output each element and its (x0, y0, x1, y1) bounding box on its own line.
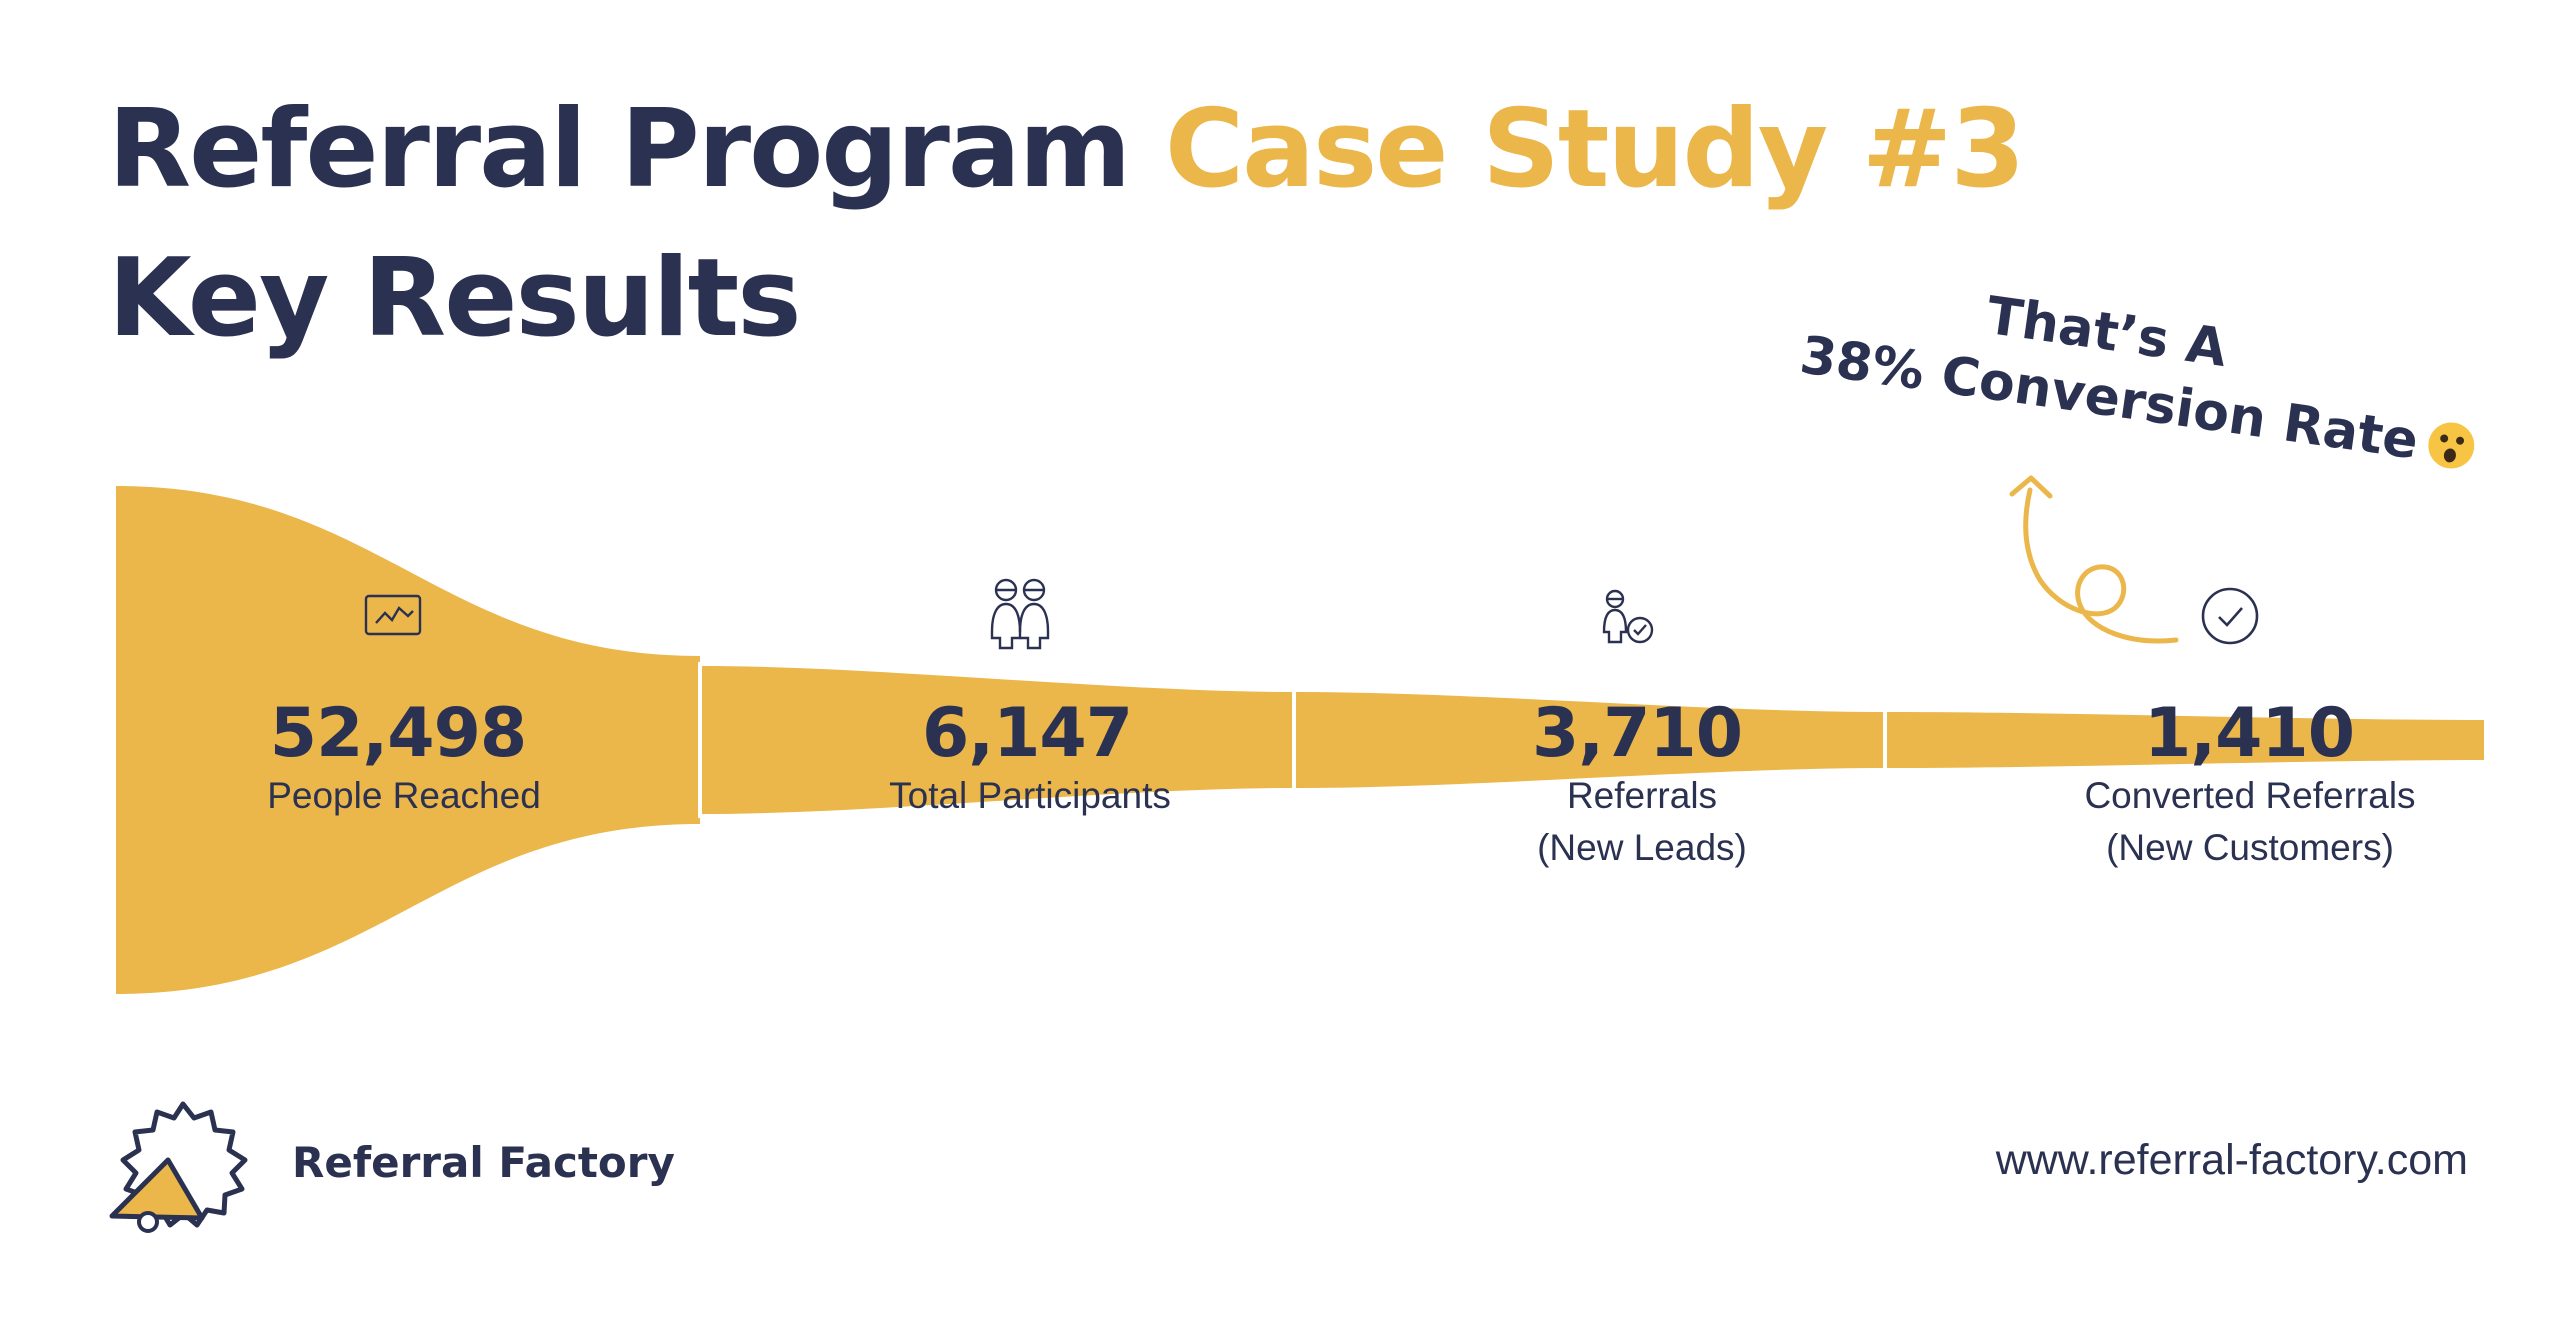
stage-label: Referrals (1567, 775, 1717, 816)
stage-label-line-2: (New Leads) (1537, 827, 1747, 868)
stage-value: 1,410 (2144, 694, 2354, 773)
conversion-callout: That’s A 38% Conversion Rate (1796, 259, 2475, 472)
brand-name: Referral Factory (292, 1138, 675, 1187)
callout-line-2: 38% Conversion Rate (1796, 323, 2475, 472)
astonished-face-icon (2428, 422, 2475, 469)
people-icon (990, 578, 1050, 650)
megaphone-gear-logo (109, 1101, 248, 1233)
curly-arrow (2023, 487, 2179, 644)
check-circle-icon (2201, 587, 2259, 645)
website-url[interactable]: www.referral-factory.com (1995, 1136, 2468, 1184)
stage-value: 52,498 (270, 694, 526, 773)
funnel-shapes (116, 486, 2484, 994)
page-subtitle: Key Results (108, 236, 802, 361)
title-accent: Case Study #3 (1164, 87, 2026, 212)
funnel-dividers (698, 662, 1887, 818)
stage-value: 3,710 (1532, 694, 1742, 773)
person-check-icon (1602, 589, 1654, 644)
stage-label-line-2: (New Customers) (2106, 827, 2394, 868)
funnel-segment (116, 486, 700, 994)
funnel-segment (1294, 692, 1885, 788)
page-title: Referral Program Case Study #3 (108, 96, 2025, 204)
stage-label: Total Participants (889, 775, 1171, 816)
stage-label: People Reached (267, 775, 541, 816)
curly-arrow-head (2009, 475, 2053, 499)
funnel-stage: 52,498 People Reached (267, 694, 541, 816)
stage-label: Converted Referrals (2084, 775, 2415, 816)
title-main: Referral Program (108, 87, 1131, 212)
funnel-segment (700, 666, 1294, 814)
funnel-stage: 6,147 Total Participants (889, 694, 1171, 816)
chart-icon (364, 594, 422, 636)
funnel-segment (1885, 712, 2484, 768)
funnel-stage: 3,710 Referrals (New Leads) (1532, 694, 1747, 868)
stage-value: 6,147 (922, 694, 1132, 773)
funnel-stage: 1,410 Converted Referrals (New Customers… (2084, 694, 2415, 868)
